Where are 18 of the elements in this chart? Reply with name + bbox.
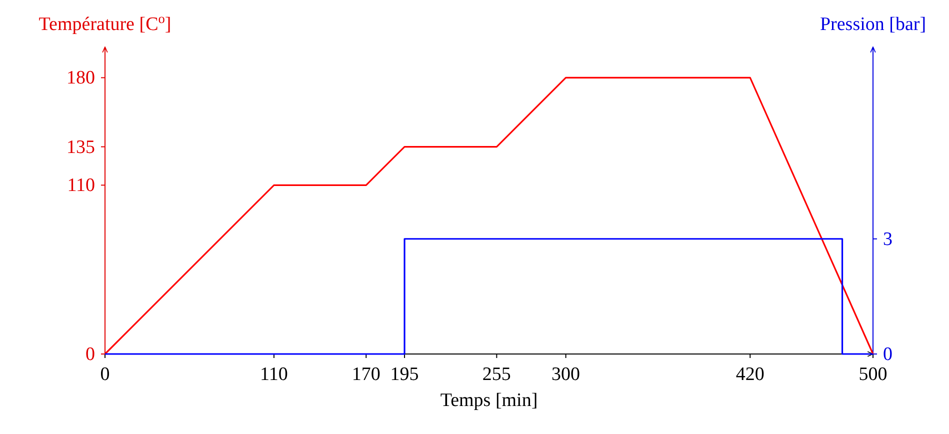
x-tick-label: 195 [390, 364, 419, 385]
y-axis-title: Température [C$^{o}$] [38, 10, 172, 35]
y2-tick-label: 3 [883, 228, 892, 250]
y-tick-label: 135 [66, 136, 95, 158]
x-tick-label: 420 [736, 364, 764, 385]
x-tick-label: 500 [858, 364, 888, 385]
y2-tick-label: 0 [883, 344, 892, 365]
y-tick-label: 110 [67, 175, 95, 196]
line-series [104, 76, 874, 355]
x-axis-title: Temps [min] [440, 390, 538, 411]
y-tick-label: 0 [86, 344, 95, 365]
x-tick-label: 170 [352, 364, 380, 385]
y2-axis-title: Pression [bar] [820, 14, 926, 35]
x-tick-label: 255 [482, 364, 511, 385]
x-tick-label: 0 [100, 364, 110, 385]
x-tick-label: 300 [552, 364, 580, 385]
x-tick-label: 110 [260, 364, 288, 385]
y-tick-label: 180 [66, 68, 95, 89]
